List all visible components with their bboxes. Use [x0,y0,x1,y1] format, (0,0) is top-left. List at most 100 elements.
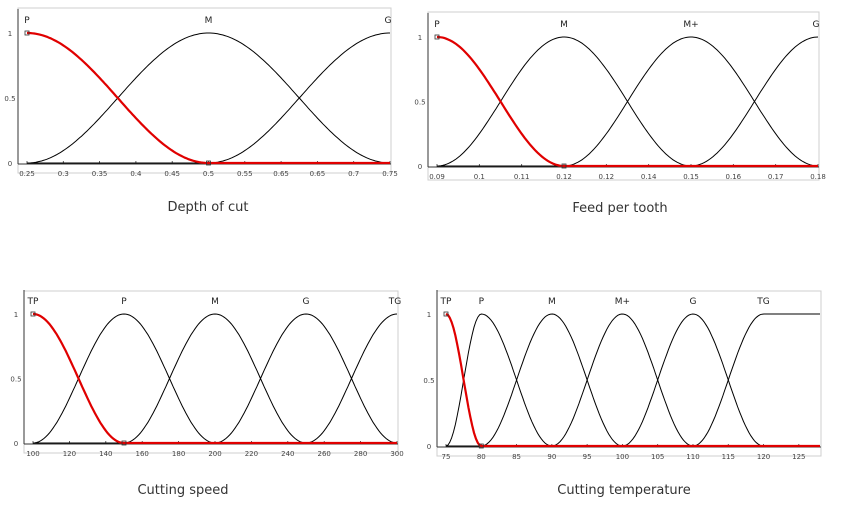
chart-panel-4: 75 80 85 90 95 100 105 110 115 120 125 0 0.5 1 TP P M M+ G… [423,290,822,498]
y-tick-label: 0.5 [423,377,434,385]
x-tick-label: 0.75 [382,170,398,178]
series-label-p: P [434,20,440,30]
series-label-tg: TG [388,297,401,307]
y-tick-label: 0.5 [4,95,15,103]
mf-curve-p [27,31,390,165]
y-tick-label: 0.5 [10,376,21,384]
x-tick-label: 260 [318,450,331,458]
x-tick-label: 0.11 [514,173,530,181]
x-tick-label: 120 [63,450,76,458]
x-tick-label: 0.18 [810,173,826,181]
y-tick-label: 0 [418,163,422,171]
mf-curve-p [445,313,820,447]
y-tick-label: 1 [8,30,12,38]
mf-curve-m [27,32,390,164]
x-tick-label: 0.1 [474,173,485,181]
x-tick-label: 0.16 [726,173,742,181]
series-label-g: G [689,297,696,307]
series-label-p: P [121,297,127,307]
y-tick-label: 0 [14,440,18,448]
mf-curve-g [27,32,390,164]
x-tick-label: 160 [136,450,149,458]
chart-panel-2: 0.09 0.1 0.11 0.12 0.12 0.14 0.15 0.16 0.17 0.18 0… [414,11,826,216]
series-label-m: M [560,20,568,30]
mf-curve-g [446,313,820,447]
chart-panel-3: 100 120 140 160 180 200 220 240 260 280 300 0 0.5 1 TP… [10,290,404,498]
point-marker [434,34,440,40]
mf-curve-g [33,313,398,444]
mf-curve-mplus [437,36,819,167]
x-tick-label: 280 [354,450,367,458]
series-label-g: G [303,297,310,307]
x-tick-label: 110 [686,453,699,461]
point-marker [443,311,449,317]
series-label-mplus: M+ [615,297,630,307]
x-tick-label: 240 [281,450,294,458]
x-tick-label: 0.45 [164,170,180,178]
x-tick-label: 200 [208,450,221,458]
series-label-mplus: M+ [683,20,698,30]
plot-frame [23,290,399,454]
x-tick-label: 0.15 [683,173,699,181]
x-tick-label: 100 [26,450,39,458]
x-tick-label: 0.5 [203,170,214,178]
series-label-g: G [385,16,392,26]
x-tick-label: 80 [477,453,486,461]
y-tick-label: 1 [14,311,18,319]
x-tick-label: 0.3 [58,170,69,178]
chart-caption: Feed per tooth [572,201,667,216]
mf-curve-tp [32,312,397,445]
mf-curve-tg [446,313,820,447]
series-label-m: M [548,297,556,307]
x-tick-label: 95 [583,453,592,461]
x-tick-label: 220 [245,450,258,458]
x-tick-label: 180 [172,450,185,458]
y-tick-label: 0 [8,160,12,168]
mf-curve-tg [33,313,398,444]
point-marker [24,30,30,36]
mf-curve-m [446,313,820,447]
x-tick-label: 0.35 [92,170,108,178]
mf-curve-m [33,313,397,444]
mf-curve-p [436,35,818,168]
series-label-g: G [813,20,820,30]
series-label-p: P [479,297,485,307]
x-tick-label: 0.25 [19,170,35,178]
x-tick-label: 0.14 [641,173,657,181]
x-tick-label: 125 [792,453,805,461]
point-marker [561,163,567,169]
x-tick-label: 120 [757,453,770,461]
x-tick-label: 0.09 [429,173,445,181]
mf-curve-p [32,313,397,444]
chart-caption: Cutting speed [137,483,228,498]
plot-frame [436,290,822,457]
y-tick-label: 1 [418,34,422,42]
x-tick-label: 0.12 [599,173,615,181]
point-marker [206,160,211,166]
chart-caption: Cutting temperature [557,483,690,498]
x-tick-label: 90 [547,453,556,461]
x-tick-label: 300 [390,450,403,458]
x-tick-label: 100 [616,453,629,461]
x-tick-label: 0.17 [768,173,784,181]
series-label-m: M [211,297,219,307]
y-tick-label: 0 [427,443,431,451]
x-tick-label: 0.7 [348,170,359,178]
y-tick-label: 0.5 [414,99,425,107]
chart-panel-1: 0.25 0.3 0.35 0.4 0.45 0.5 0.55 0.65 0.65 0.7 0.75… [4,7,398,215]
mf-curve-mplus [446,313,820,447]
x-tick-label: 0.55 [237,170,253,178]
x-tick-label: 140 [99,450,112,458]
x-tick-label: 0.65 [310,170,326,178]
series-label-p: P [24,16,30,26]
x-tick-label: 0.12 [556,173,572,181]
chart-caption: Depth of cut [168,200,249,215]
mf-curve-tp [445,313,820,448]
x-tick-label: 0.65 [273,170,289,178]
x-tick-label: 105 [651,453,664,461]
point-marker [121,440,127,446]
point-marker [478,443,484,449]
series-label-tg: TG [756,297,769,307]
point-marker [30,311,36,317]
